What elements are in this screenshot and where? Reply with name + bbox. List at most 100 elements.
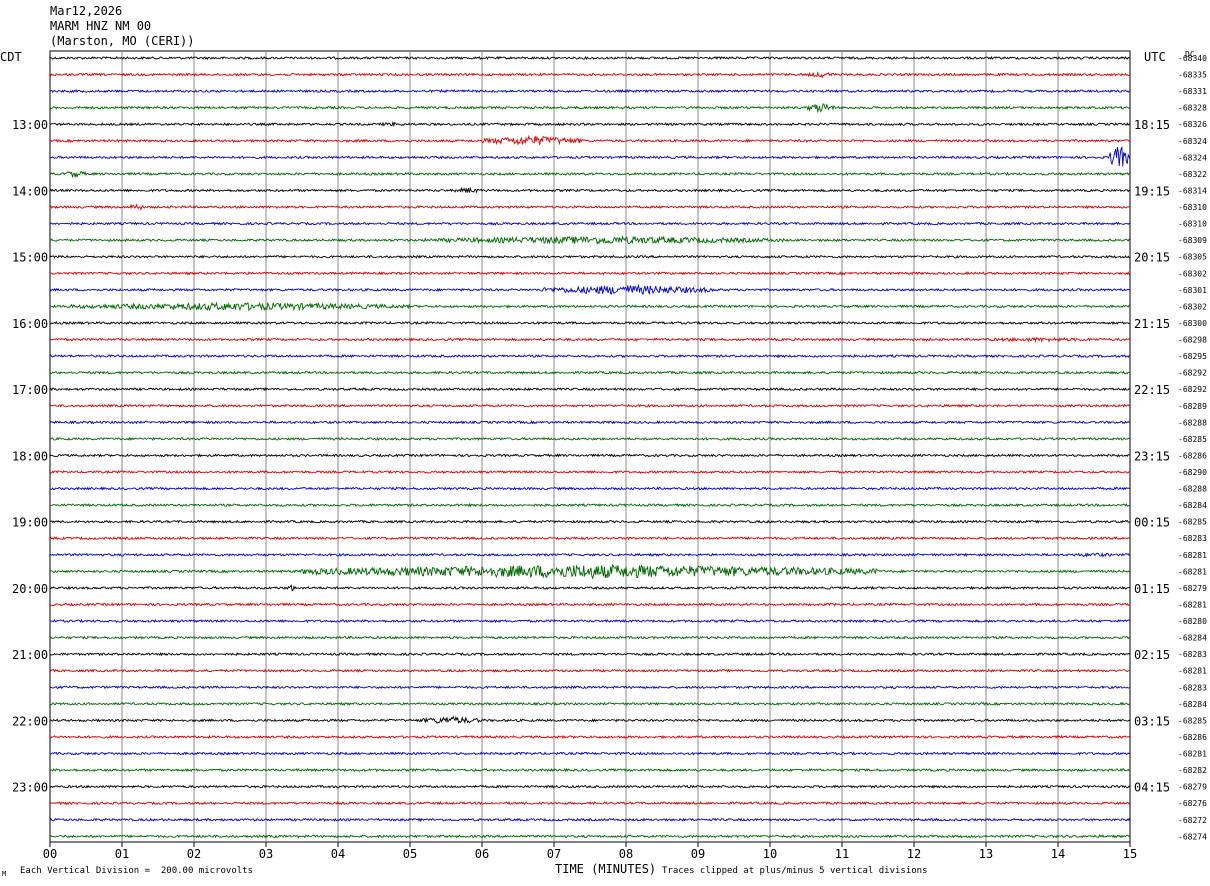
trace-row: [49, 145, 1131, 167]
left-hour-label: 18:00: [12, 449, 48, 463]
trace-row: [49, 55, 1131, 61]
x-tick-label: 08: [619, 847, 633, 861]
trace-row: [49, 103, 1131, 114]
dc-offset-label: -68286: [1178, 451, 1207, 460]
right-hour-label: 03:15: [1134, 714, 1170, 728]
station-location: (Marston, MO (CERI)): [50, 34, 195, 48]
dc-offset-label: -68280: [1178, 617, 1207, 626]
trace-row: [49, 403, 1131, 408]
trace-row: [49, 436, 1131, 442]
right-hour-label: 23:15: [1134, 449, 1170, 463]
trace-row: [49, 784, 1131, 789]
right-zone-label: UTC: [1144, 50, 1166, 64]
x-tick-label: 06: [475, 847, 489, 861]
trace-row: [49, 134, 1131, 146]
dc-offset-label: -68302: [1178, 302, 1207, 311]
right-hour-label: 01:15: [1134, 582, 1170, 596]
x-tick-label: 14: [1051, 847, 1065, 861]
right-hour-label: 18:15: [1134, 118, 1170, 132]
x-tick-label: 00: [43, 847, 57, 861]
dc-offset-label: -68279: [1178, 584, 1207, 593]
trace-row: [49, 469, 1131, 475]
dc-offset-label: -68281: [1178, 567, 1207, 576]
left-hour-label: 17:00: [12, 383, 48, 397]
trace-row: [49, 387, 1131, 392]
trace-row: [49, 552, 1131, 558]
chart-grid: [49, 50, 1131, 847]
x-tick-label: 07: [547, 847, 561, 861]
trace-row: [49, 353, 1131, 359]
left-hour-label: 16:00: [12, 317, 48, 331]
trace-row: [49, 89, 1131, 94]
dc-offset-label: -68310: [1178, 220, 1207, 229]
left-zone-label: CDT: [0, 50, 22, 64]
dc-offset-label: -68322: [1178, 170, 1207, 179]
trace-row: [49, 186, 1131, 194]
left-hour-label: 22:00: [12, 714, 48, 728]
left-hour-label: 23:00: [12, 781, 48, 795]
trace-row: [49, 618, 1131, 624]
trace-row: [49, 221, 1131, 226]
dc-offset-label: -68281: [1178, 667, 1207, 676]
x-axis-title: TIME (MINUTES): [555, 862, 657, 876]
x-tick-label: 15: [1123, 847, 1137, 861]
left-hour-label: 21:00: [12, 648, 48, 662]
dc-offset-label: -68283: [1178, 534, 1207, 543]
dc-offset-label: -68288: [1178, 418, 1207, 427]
dc-offset-label: -68295: [1178, 352, 1207, 361]
left-hour-label: 20:00: [12, 582, 48, 596]
dc-offset-label: -68301: [1178, 286, 1207, 295]
trace-row: [49, 170, 1131, 178]
right-hour-label: 00:15: [1134, 516, 1170, 530]
dc-offset-label: -68335: [1178, 71, 1207, 80]
trace-row: [49, 635, 1131, 640]
x-tick-label: 05: [403, 847, 417, 861]
x-tick-label: 12: [907, 847, 921, 861]
dc-offset-label: -68309: [1178, 236, 1207, 245]
dc-offset-label: -68340: [1178, 54, 1207, 63]
dc-offset-label: -68282: [1178, 766, 1207, 775]
right-hour-label: 22:15: [1134, 383, 1170, 397]
trace-row: [49, 751, 1131, 756]
dc-offset-label: -68274: [1178, 832, 1207, 841]
dc-offset-label: -68279: [1178, 783, 1207, 792]
trace-row: [49, 486, 1131, 491]
dc-offset-label: -68283: [1178, 650, 1207, 659]
dc-offset-label: -68331: [1178, 87, 1207, 96]
trace-row: [49, 715, 1131, 725]
right-hour-label: 19:15: [1134, 184, 1170, 198]
dc-offset-label: -68276: [1178, 799, 1207, 808]
x-tick-label: 01: [115, 847, 129, 861]
trace-row: [49, 235, 1131, 246]
trace-row: [49, 685, 1131, 690]
trace-row: [49, 120, 1131, 128]
left-hour-label: 19:00: [12, 516, 48, 530]
dc-offset-label: -68305: [1178, 253, 1207, 262]
trace-row: [49, 453, 1131, 458]
trace-row: [49, 767, 1131, 773]
trace-row: [49, 651, 1131, 657]
dc-offset-label: -68288: [1178, 485, 1207, 494]
left-hour-label: 13:00: [12, 118, 48, 132]
x-tick-label: 02: [187, 847, 201, 861]
trace-row: [49, 668, 1131, 673]
dc-label: DC: [1185, 50, 1195, 59]
trace-row: [49, 283, 1131, 295]
dc-offset-label: -68284: [1178, 634, 1207, 643]
dc-offset-label: -68302: [1178, 269, 1207, 278]
dc-offset-label: -68284: [1178, 501, 1207, 510]
dc-offset-label: -68310: [1178, 203, 1207, 212]
dc-offset-label: -68285: [1178, 716, 1207, 725]
right-hour-label: 02:15: [1134, 648, 1170, 662]
dc-offset-label: -68272: [1178, 816, 1207, 825]
trace-row: [49, 254, 1131, 259]
dc-offset-label: -68285: [1178, 518, 1207, 527]
x-tick-label: 11: [835, 847, 849, 861]
trace-row: [49, 602, 1131, 607]
trace-row: [49, 271, 1131, 276]
dc-offset-label: -68292: [1178, 369, 1207, 378]
x-tick-label: 10: [763, 847, 777, 861]
dc-offset-label: -68281: [1178, 551, 1207, 560]
trace-row: [49, 734, 1131, 740]
trace-row: [49, 420, 1131, 425]
